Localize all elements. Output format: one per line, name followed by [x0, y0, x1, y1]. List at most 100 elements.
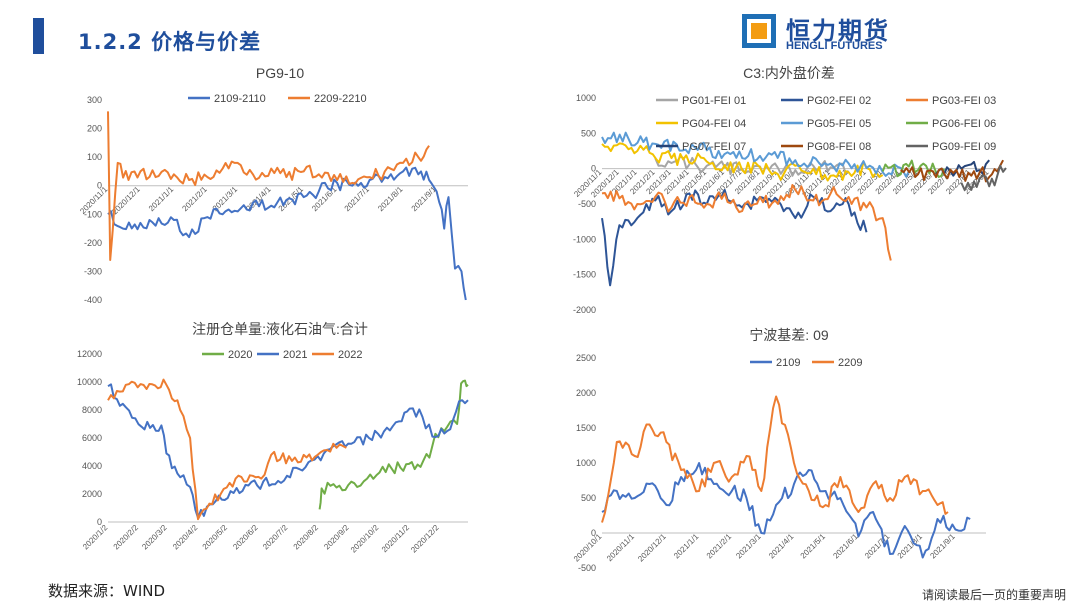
- x-tick-label: 2021/6/1: [310, 184, 339, 213]
- y-tick-label: 200: [87, 124, 102, 134]
- legend-label: PG08-FEI 08: [807, 141, 871, 153]
- series-2020: [318, 379, 469, 510]
- y-tick-label: -1000: [573, 234, 596, 244]
- hengli-logo: 恒力期货 HENGLI FUTURES: [742, 12, 917, 52]
- y-tick-label: 10000: [77, 377, 102, 387]
- chart-warehouse-receipts: 注册仓单量:液化石油气:合计 12000 10000 8000 6000 4000 2000…: [70, 318, 490, 580]
- chart-title: C3:内外盘价差: [743, 65, 835, 81]
- legend-label: 2020: [228, 349, 252, 361]
- series-2109: [601, 462, 971, 559]
- y-tick-label: 300: [87, 95, 102, 105]
- series-2109-2110: [107, 166, 467, 301]
- y-tick-label: 500: [581, 493, 596, 503]
- series-line: [107, 111, 430, 261]
- y-tick-label: 2000: [82, 489, 102, 499]
- y-tick-label: 1000: [576, 93, 596, 103]
- x-tick-label: 2021/8/1: [376, 184, 405, 213]
- x-tick-label: 2020/7/2: [261, 523, 290, 552]
- y-tick-label: -200: [84, 238, 102, 248]
- series-line: [107, 166, 467, 301]
- section-title: 1.2.2 价格与价差: [78, 30, 262, 54]
- legend-label: PG03-FEI 03: [932, 95, 996, 107]
- series-line: [601, 142, 884, 182]
- x-tick-label: 2020/9/2: [322, 523, 351, 552]
- series-2209: [601, 395, 949, 523]
- legend-label: 2209: [838, 357, 862, 369]
- x-tick-label: 2020/11/1: [605, 532, 636, 563]
- series-2022: [107, 378, 347, 521]
- chart-svg-warehouse-receipts: 注册仓单量:液化石油气:合计 12000 10000 8000 6000 4000 2000…: [77, 321, 469, 555]
- x-tick-label: 2020/3/2: [140, 523, 169, 552]
- logo-mark-icon: [742, 14, 776, 48]
- x-tick-label: 2020/4/2: [171, 523, 200, 552]
- series-PG04-FEI 04: [601, 142, 884, 182]
- legend-label: 2109-2110: [214, 93, 266, 105]
- section-accent-bar: [33, 18, 44, 54]
- y-tick-label: 12000: [77, 349, 102, 359]
- series-line: [601, 395, 949, 523]
- x-tick-label: 2021/1/1: [672, 532, 701, 561]
- y-tick-label: 100: [87, 152, 102, 162]
- y-tick-label: 500: [581, 128, 596, 138]
- x-tick-label: 2021/4/1: [244, 184, 273, 213]
- chart-title: 宁波基差: 09: [749, 327, 829, 343]
- series-PG05-FEI 05: [601, 131, 910, 178]
- y-tick-label: 1000: [576, 458, 596, 468]
- x-tick-label: 2020/11/2: [380, 523, 411, 554]
- y-tick-label: -400: [84, 295, 102, 305]
- y-tick-label: 4000: [82, 461, 102, 471]
- y-tick-label: -2000: [573, 305, 596, 315]
- y-tick-label: 2500: [576, 353, 596, 363]
- x-tick-label: 2020/10/2: [349, 523, 381, 555]
- x-tick-label: 2021/2/1: [180, 184, 209, 213]
- series-line: [960, 164, 1007, 192]
- legend-label: PG01-FEI 01: [682, 95, 746, 107]
- y-tick-label: 0: [97, 181, 102, 191]
- x-tick-label: 2020/5/2: [201, 523, 230, 552]
- y-tick-label: 2000: [576, 388, 596, 398]
- x-tick-label: 2020/12/1: [636, 532, 668, 564]
- chart-pg9-10: PG9-10 300 200 100 0 -100 -200 -300 -400 2020/11/…: [70, 62, 490, 320]
- series-line: [601, 462, 971, 559]
- chart-svg-pg9-10: PG9-103002001000-100-200-300-4002020/11/…: [78, 65, 468, 305]
- series-line: [601, 131, 910, 178]
- logo-text-en: HENGLI FUTURES: [786, 40, 883, 52]
- legend-label: 2021: [283, 349, 307, 361]
- y-tick-label: -300: [84, 266, 102, 276]
- y-tick-label: 6000: [82, 433, 102, 443]
- series-line: [881, 159, 946, 178]
- legend-label: PG05-FEI 05: [807, 118, 871, 130]
- legend-label: PG09-FEI 09: [932, 141, 996, 153]
- y-tick-label: 8000: [82, 405, 102, 415]
- x-tick-label: 2021/4/1: [767, 532, 796, 561]
- y-tick-label: 1500: [576, 423, 596, 433]
- x-tick-label: 2020/8/2: [292, 523, 321, 552]
- data-source-note: 数据来源：WIND: [48, 582, 166, 600]
- x-tick-label: 2020/12/2: [409, 523, 441, 555]
- series-line: [601, 184, 892, 261]
- x-tick-label: 2021/1/1: [147, 184, 176, 213]
- x-tick-label: 2021/5/1: [799, 532, 828, 561]
- x-tick-label: 2021/7/1: [343, 184, 372, 213]
- x-tick-label: 2020/6/2: [231, 523, 260, 552]
- y-tick-label: -1500: [573, 270, 596, 280]
- chart-title: 注册仓单量:液化石油气:合计: [192, 321, 368, 337]
- x-tick-label: 2020/1/2: [81, 523, 110, 552]
- legend-label: 2022: [338, 349, 362, 361]
- series-line: [107, 378, 347, 521]
- y-tick-label: 0: [591, 164, 596, 174]
- x-tick-label: 2021/2/1: [705, 532, 734, 561]
- chart-svg-ningbo-basis: 宁波基差: 09 2500 2000 1500 1000 500 0 -5002020/10/…: [572, 327, 986, 573]
- y-tick-label: -100: [84, 209, 102, 219]
- x-tick-label: 2021/6/1: [831, 532, 860, 561]
- legend-label: 2209-2210: [314, 93, 367, 105]
- series-PG09-FEI 09: [960, 164, 1007, 192]
- chart-ningbo-basis: 宁波基差: 09 2500 2000 1500 1000 500 0 -500 2020/10/…: [560, 322, 1018, 580]
- series-line: [318, 379, 469, 510]
- y-tick-label: 0: [591, 528, 596, 538]
- y-tick-label: -500: [578, 199, 596, 209]
- legend-label: PG07-FEI 07: [682, 141, 746, 153]
- x-tick-label: 2020/2/2: [112, 523, 141, 552]
- y-tick-label: -500: [578, 563, 596, 573]
- logo-text-cn: 恒力期货: [786, 17, 890, 45]
